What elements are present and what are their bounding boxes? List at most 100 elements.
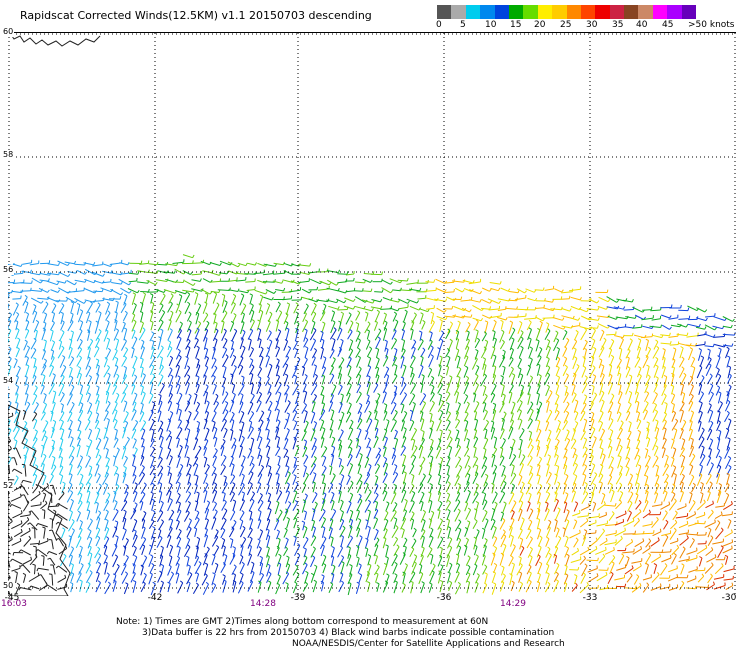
wind-barb <box>75 537 82 549</box>
wind-barb-tick <box>439 318 443 322</box>
wind-barb <box>8 330 12 338</box>
wind-barb <box>608 447 613 459</box>
wind-barb <box>302 447 308 458</box>
wind-barb <box>115 449 120 459</box>
wind-barb-tick <box>563 464 567 467</box>
wind-barb-tick <box>20 520 23 524</box>
wind-barb-tick <box>377 453 381 456</box>
wind-map[interactable] <box>8 32 736 596</box>
wind-barb-tick <box>636 447 640 450</box>
wind-barb <box>588 522 597 526</box>
wind-barb-tick <box>219 262 222 266</box>
wind-barb-tick <box>503 534 507 537</box>
wind-barb <box>475 366 480 375</box>
wind-barb-tick <box>447 391 451 395</box>
wind-barb <box>321 340 325 349</box>
wind-barb-tick <box>320 330 324 334</box>
wind-barb-tick <box>251 319 255 322</box>
wind-barb <box>131 348 135 359</box>
wind-barb-tick <box>458 366 462 370</box>
wind-barb <box>196 538 201 550</box>
wind-barb <box>68 447 75 459</box>
wind-barb <box>95 503 99 514</box>
wind-barb <box>536 509 541 520</box>
wind-barb-tick <box>250 471 254 474</box>
wind-barb <box>67 412 73 423</box>
wind-barb <box>268 341 273 350</box>
wind-barb <box>346 394 351 403</box>
wind-barb <box>275 340 279 350</box>
wind-barb <box>303 441 308 450</box>
wind-barb-tick <box>595 537 598 541</box>
wind-barb <box>627 502 633 512</box>
wind-barb <box>204 519 209 530</box>
wind-barb-tick <box>187 400 191 404</box>
wind-barb-tick <box>455 348 460 351</box>
wind-barb-tick <box>475 373 479 377</box>
wind-barb <box>390 421 397 433</box>
wind-barb-tick <box>474 356 478 360</box>
wind-barb-tick <box>709 428 713 431</box>
wind-barb-tick <box>563 346 568 349</box>
wind-barb <box>651 519 659 529</box>
wind-barb-tick <box>431 391 435 395</box>
wind-barb <box>499 429 505 440</box>
wind-barb-tick <box>412 393 416 396</box>
wind-barb <box>177 421 183 429</box>
wind-barb-tick <box>617 372 622 375</box>
wind-barb-tick <box>609 373 613 377</box>
wind-barb-tick <box>411 483 415 487</box>
wind-barb <box>420 419 425 431</box>
wind-barb <box>715 369 720 378</box>
wind-barb-tick <box>305 337 309 340</box>
wind-barb <box>337 421 343 430</box>
wind-barb-tick <box>592 463 596 466</box>
wind-barb-tick <box>79 384 83 387</box>
wind-barb-tick <box>159 356 163 359</box>
wind-barb-tick <box>70 301 74 304</box>
wind-barb <box>644 476 649 487</box>
wind-barb-tick <box>564 447 568 451</box>
wind-barb <box>685 344 696 347</box>
wind-barb-tick <box>134 490 138 494</box>
wind-barb <box>671 485 676 494</box>
wind-barb-tick <box>123 509 127 512</box>
wind-barb-tick <box>681 454 685 458</box>
wind-barb <box>382 484 388 495</box>
wind-barb <box>597 530 605 541</box>
wind-barb <box>141 446 145 459</box>
wind-barb-tick <box>286 302 290 305</box>
wind-barb <box>286 518 290 529</box>
wind-barb-tick <box>709 373 713 377</box>
wind-barb-tick <box>537 491 541 494</box>
wind-barb <box>536 421 541 433</box>
wind-barb-tick <box>402 481 406 484</box>
wind-barb <box>721 513 733 517</box>
wind-barb-tick <box>394 373 398 377</box>
wind-barb <box>40 365 47 376</box>
wind-barb-tick <box>122 445 127 449</box>
wind-barb <box>437 538 444 549</box>
wind-barb-tick <box>489 306 492 310</box>
wind-barb-tick <box>178 354 182 358</box>
wind-barb-tick <box>160 319 164 323</box>
wind-barb-tick <box>395 525 399 528</box>
wind-barb <box>104 520 109 532</box>
wind-barb <box>700 447 705 459</box>
wind-barb <box>642 403 649 414</box>
wind-barb-tick <box>240 364 244 368</box>
wind-barb-tick <box>512 327 516 331</box>
wind-barb <box>326 287 339 292</box>
wind-barb <box>501 419 505 431</box>
wind-barb <box>706 430 713 441</box>
wind-barb <box>428 493 432 503</box>
wind-barb <box>151 500 155 511</box>
wind-barb-tick <box>151 437 155 441</box>
wind-barb <box>202 303 208 314</box>
wind-barb <box>633 520 640 527</box>
wind-barb <box>508 329 516 341</box>
wind-barb-tick <box>176 303 180 307</box>
wind-barb <box>8 440 12 445</box>
wind-barb <box>140 375 146 387</box>
wind-barb <box>492 331 496 341</box>
